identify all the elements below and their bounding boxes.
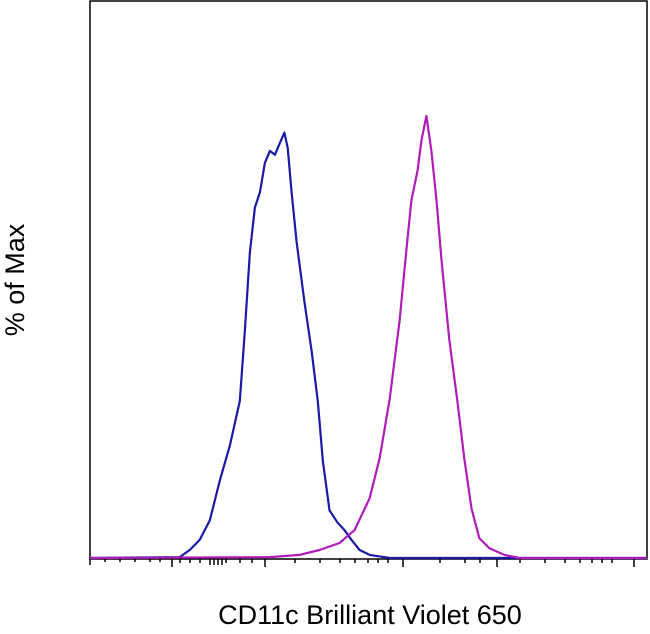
x-axis-label: CD11c Brilliant Violet 650: [218, 600, 522, 630]
histogram-line: [89, 114, 647, 560]
histogram-line: [89, 131, 647, 560]
x-axis-minor-ticks: [89, 559, 635, 567]
y-axis-label: % of Max: [0, 223, 30, 336]
plot-frame: [89, 0, 648, 560]
